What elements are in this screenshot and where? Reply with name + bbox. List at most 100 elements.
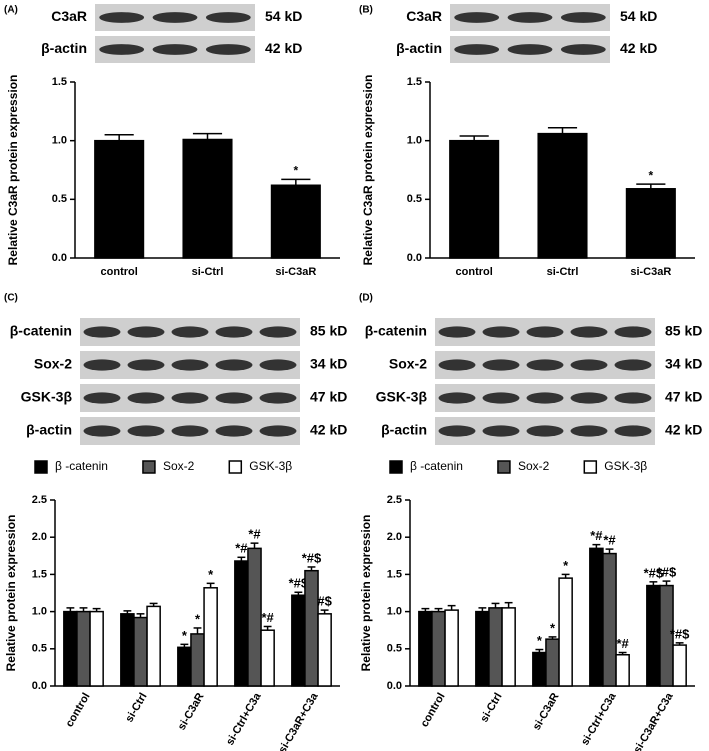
blot-band	[482, 392, 520, 404]
blot-band	[454, 12, 500, 23]
annotation: *#	[261, 610, 274, 625]
legend-swatch	[34, 460, 48, 474]
blot-protein: β-actin	[41, 40, 87, 56]
blot-band	[127, 326, 165, 338]
blot-band	[171, 392, 209, 404]
bar	[177, 646, 192, 687]
blot-band	[259, 359, 297, 371]
bar	[545, 638, 560, 687]
blot-band	[127, 359, 165, 371]
y-tick-label: 0.0	[407, 252, 422, 264]
legend-swatch	[583, 460, 598, 474]
y-tick-label: 0.0	[52, 252, 67, 264]
y-axis-label: Relative C3aR protein expression	[361, 75, 375, 266]
bar	[558, 577, 573, 687]
blot-band	[127, 392, 165, 404]
x-tick-label: si-Ctrl	[478, 691, 504, 725]
blot-band	[152, 44, 198, 55]
y-axis-label: Relative C3aR protein expression	[6, 75, 20, 266]
blot-band	[438, 392, 476, 404]
x-tick-label: si-Ctrl	[547, 266, 579, 278]
blot-band	[83, 392, 121, 404]
blot-band	[438, 359, 476, 371]
blot-band	[570, 392, 608, 404]
y-axis-label: Relative protein expression	[4, 515, 18, 672]
blot-size: 47 kD	[310, 389, 347, 405]
blot-protein: C3aR	[51, 8, 87, 24]
bar	[444, 609, 459, 687]
panel-label: (C)	[4, 293, 18, 304]
annotation: *	[195, 611, 201, 626]
y-tick-label: 0.5	[32, 643, 47, 655]
x-tick-label: si-Ctrl	[192, 266, 224, 278]
bar	[625, 188, 676, 259]
blot-size: 54 kD	[620, 8, 657, 24]
blot-band	[259, 326, 297, 338]
bar	[646, 584, 661, 687]
y-tick-label: 2.5	[32, 494, 47, 506]
annotation: *#$	[644, 565, 664, 580]
blot-protein: GSK-3β	[21, 389, 73, 405]
bar	[146, 605, 161, 687]
x-tick-label: si-C3aR	[176, 691, 207, 733]
blot-band	[560, 44, 606, 55]
blot-size: 42 kD	[665, 422, 702, 438]
annotation: *	[563, 558, 569, 573]
blot-band	[127, 425, 165, 437]
blot-band	[614, 359, 652, 371]
blot-protein: GSK-3β	[376, 389, 428, 405]
blot-band	[205, 44, 251, 55]
y-tick-label: 1.5	[387, 568, 402, 580]
x-tick-label: control	[456, 266, 493, 278]
blot-protein: β-actin	[26, 422, 72, 438]
blot-band	[526, 392, 564, 404]
bar	[418, 610, 433, 687]
legend-label: β -catenin	[55, 459, 108, 473]
annotation: *#	[616, 636, 629, 651]
legend-swatch	[497, 460, 511, 474]
blot-band	[215, 425, 253, 437]
blot-size: 85 kD	[665, 323, 702, 339]
blot-band	[99, 12, 145, 23]
y-tick-label: 1.0	[387, 606, 402, 618]
bar	[133, 616, 148, 687]
blot-band	[215, 326, 253, 338]
y-tick-label: 0.5	[387, 643, 402, 655]
bar	[94, 139, 145, 259]
bar	[532, 651, 547, 687]
y-tick-label: 1.0	[52, 135, 67, 147]
annotation: *#$	[670, 626, 690, 641]
blot-band	[526, 326, 564, 338]
bar	[190, 633, 205, 687]
blot-protein: Sox-2	[34, 356, 72, 372]
x-tick-label: control	[64, 691, 93, 729]
legend-label: GSK-3β	[604, 459, 647, 473]
annotation: *#$	[657, 565, 677, 580]
bar	[203, 587, 218, 687]
annotation: *#	[235, 541, 248, 556]
legend-swatch	[142, 460, 156, 474]
bar	[488, 607, 503, 687]
annotation: *	[537, 633, 543, 648]
blot-size: 42 kD	[265, 40, 302, 56]
annotation: *	[293, 164, 298, 178]
blot-band	[614, 392, 652, 404]
y-tick-label: 2.0	[387, 531, 402, 543]
y-axis-label: Relative protein expression	[359, 515, 373, 672]
bar	[247, 547, 262, 687]
blot-protein: β-catenin	[10, 323, 72, 339]
y-tick-label: 0.0	[387, 680, 402, 692]
annotation: #$	[317, 594, 332, 609]
y-tick-label: 0.5	[407, 193, 422, 205]
x-tick-label: si-C3aR+C3a	[631, 690, 676, 751]
blot-band	[99, 44, 145, 55]
blot-band	[614, 326, 652, 338]
bar	[304, 569, 319, 687]
blot-band	[507, 44, 553, 55]
legend-swatch	[228, 460, 243, 474]
blot-size: 34 kD	[310, 356, 347, 372]
bar	[589, 547, 604, 687]
annotation: *	[208, 567, 214, 582]
blot-band	[83, 425, 121, 437]
